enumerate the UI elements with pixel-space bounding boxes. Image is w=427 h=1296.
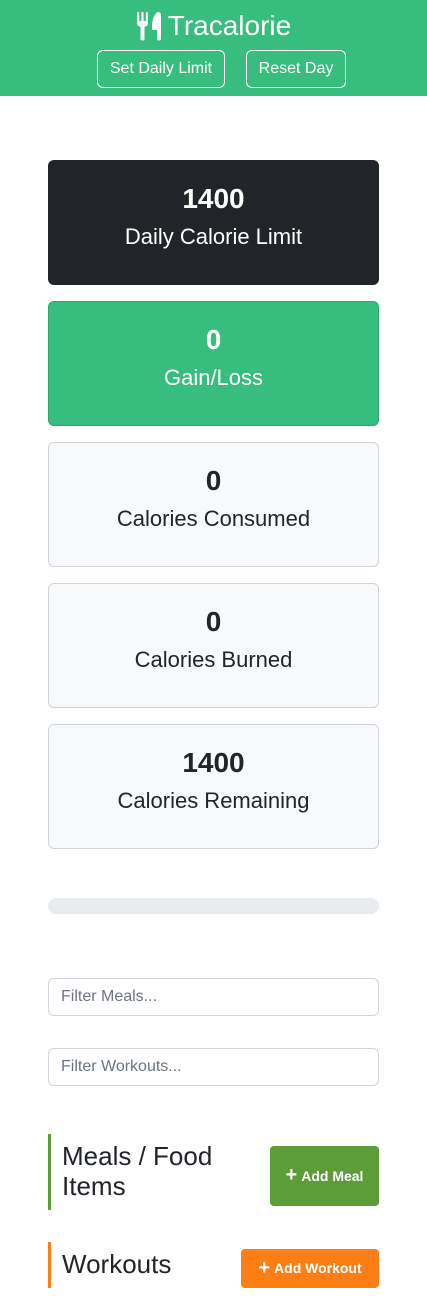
add-workout-label: Add Workout (274, 1260, 362, 1276)
calories-remaining-card: 1400 Calories Remaining (48, 724, 379, 849)
calories-remaining-value: 1400 (182, 747, 245, 778)
calories-burned-label: Calories Burned (134, 647, 293, 672)
calorie-progress-bar (48, 898, 379, 914)
brand[interactable]: Tracalorie (0, 6, 427, 46)
daily-limit-card: 1400 Daily Calorie Limit (48, 160, 379, 285)
add-meal-label: Add Meal (301, 1168, 364, 1184)
calories-consumed-label: Calories Consumed (116, 506, 311, 531)
meals-section-header: Meals / Food Items (48, 1134, 379, 1210)
add-meal-content: + Add Meal (286, 1165, 364, 1187)
utensils-icon (136, 12, 161, 41)
set-daily-limit-button[interactable]: Set Daily Limit (97, 50, 225, 88)
gain-loss-value: 0 (205, 324, 222, 355)
daily-limit-label: Daily Calorie Limit (124, 224, 303, 249)
add-meal-button[interactable]: + Add Meal (270, 1146, 379, 1206)
app-title: Tracalorie (167, 10, 292, 41)
meals-title: Meals / Food Items (62, 1141, 213, 1201)
workouts-title: Workouts (62, 1249, 172, 1279)
plus-icon: + (285, 1164, 298, 1186)
daily-limit-value: 1400 (182, 183, 245, 214)
calories-burned-card: 0 Calories Burned (48, 583, 379, 708)
calories-consumed-value: 0 (205, 465, 222, 496)
calories-consumed-card: 0 Calories Consumed (48, 442, 379, 567)
filter-meals-input[interactable] (48, 978, 379, 1016)
gain-loss-label: Gain/Loss (163, 365, 264, 390)
workouts-section-header: Workouts (48, 1242, 379, 1288)
add-workout-button[interactable]: + Add Workout (241, 1249, 379, 1288)
filter-workouts-input[interactable] (48, 1048, 379, 1086)
calories-burned-value: 0 (205, 606, 222, 637)
navbar: Tracalorie Set Daily Limit Reset Day (0, 0, 427, 96)
reset-day-button[interactable]: Reset Day (246, 50, 346, 88)
calories-remaining-label: Calories Remaining (117, 788, 310, 813)
gain-loss-card: 0 Gain/Loss (48, 301, 379, 426)
plus-icon: + (258, 1257, 271, 1279)
